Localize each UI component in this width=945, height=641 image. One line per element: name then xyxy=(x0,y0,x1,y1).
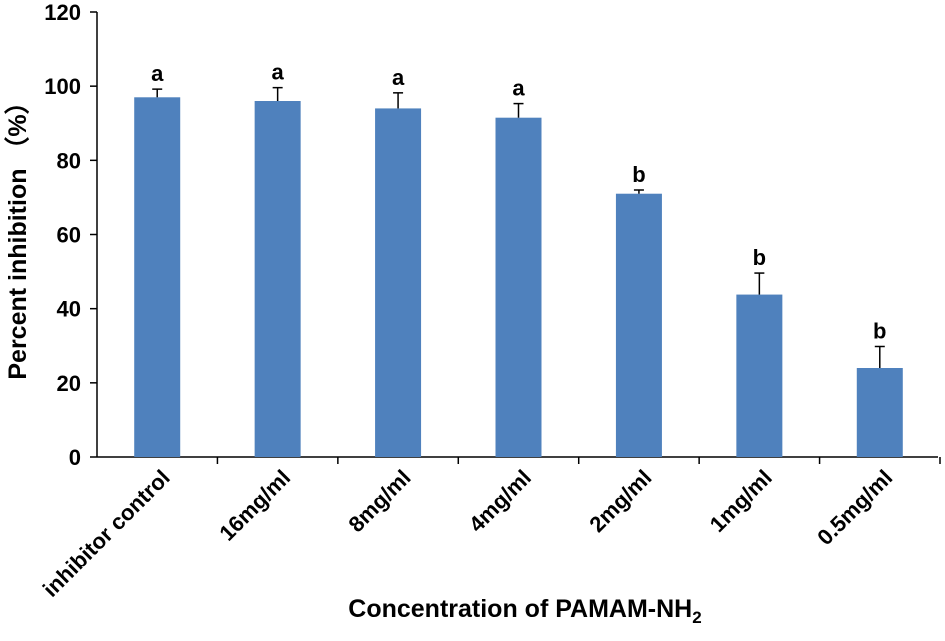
category-label: 0.5mg/ml xyxy=(812,465,897,550)
category-label: inhibitor control xyxy=(38,465,175,602)
y-axis-title: Percent inhibition （%） xyxy=(3,89,32,379)
y-tick-label: 120 xyxy=(44,0,81,25)
category-label: 2mg/ml xyxy=(584,465,656,537)
bar xyxy=(856,368,903,457)
x-axis-title: Concentration of PAMAM-NH2 xyxy=(348,595,701,627)
x-axis-title-main: Concentration of PAMAM-NH xyxy=(348,595,692,623)
category-label: 8mg/ml xyxy=(343,465,415,537)
significance-label: a xyxy=(392,65,405,90)
bar xyxy=(375,108,422,458)
bar xyxy=(615,193,662,458)
y-tick-label: 60 xyxy=(57,223,81,248)
bar xyxy=(134,97,181,458)
error-bars xyxy=(152,86,885,368)
significance-label: a xyxy=(151,61,164,86)
y-ticks: 0 20 40 60 80 100 120 xyxy=(44,0,97,470)
significance-label: b xyxy=(632,162,645,187)
bar xyxy=(495,117,542,457)
significance-labels: a a a a b b b xyxy=(151,60,886,344)
category-label: 16mg/ml xyxy=(214,465,295,546)
y-tick-label: 100 xyxy=(44,74,81,99)
y-tick-label: 40 xyxy=(57,297,81,322)
y-tick-label: 20 xyxy=(57,371,81,396)
bars xyxy=(134,97,903,458)
category-label: 4mg/ml xyxy=(464,465,536,537)
y-tick-label: 0 xyxy=(69,445,81,470)
y-tick-label: 80 xyxy=(57,148,81,173)
significance-label: b xyxy=(873,318,886,343)
bar xyxy=(736,294,783,457)
x-axis-title-subscript: 2 xyxy=(692,608,701,627)
category-label: 1mg/ml xyxy=(705,465,777,537)
bar xyxy=(254,101,301,457)
significance-label: a xyxy=(272,60,285,85)
category-labels: inhibitor control 16mg/ml 8mg/ml 4mg/ml 2mg/… xyxy=(38,457,941,602)
significance-label: b xyxy=(753,245,766,270)
significance-label: a xyxy=(512,76,525,101)
